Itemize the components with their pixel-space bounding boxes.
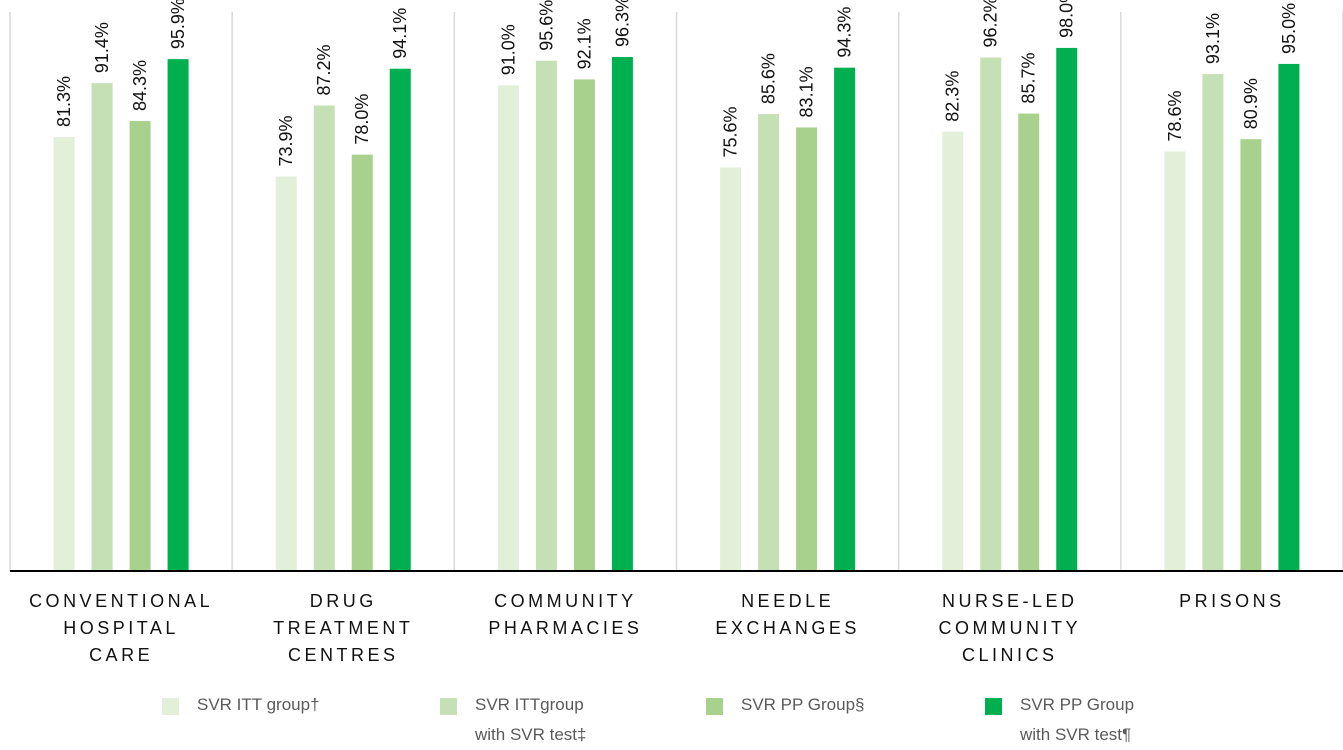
bar xyxy=(389,68,411,571)
data-label: 94.3% xyxy=(835,7,855,58)
data-label: 85.6% xyxy=(759,53,779,104)
legend-item: SVR ITT group† xyxy=(162,695,320,720)
value-labels-layer: 81.3% 91.4% 84.3% 95.9% 73.9% 87.2% 78.0% 94.1%… xyxy=(54,0,1299,167)
legend-label: SVR ITTgroup with SVR test‡ xyxy=(475,690,587,750)
data-label: 84.3% xyxy=(130,60,150,111)
legend-label: SVR PP Group with SVR test¶ xyxy=(1020,690,1134,750)
data-label: 83.1% xyxy=(797,66,817,117)
data-label: 78.6% xyxy=(1165,90,1185,141)
data-label: 81.3% xyxy=(54,76,74,127)
category-label-line: PHARMACIES xyxy=(488,618,642,638)
category-label-line: TREATMENT xyxy=(273,618,413,638)
bar xyxy=(611,56,633,571)
category-label: DRUG TREATMENT CENTRES xyxy=(273,591,413,665)
category-labels-layer: CONVENTIONAL HOSPITAL CARE DRUG TREATMENT CEN… xyxy=(29,591,1285,665)
data-label: 75.6% xyxy=(721,106,741,157)
data-label: 95.0% xyxy=(1279,3,1299,54)
legend-label-line: with SVR test‡ xyxy=(475,725,587,744)
data-label: 85.7% xyxy=(1019,53,1039,104)
data-label: 98.0% xyxy=(1057,0,1077,38)
bar xyxy=(313,105,335,571)
bar xyxy=(129,121,151,572)
bars-layer xyxy=(53,47,1300,572)
bar xyxy=(796,127,818,572)
category-label: NEEDLE EXCHANGES xyxy=(715,591,860,638)
category-label-line: COMMUNITY xyxy=(494,591,637,611)
category-label-line: HOSPITAL xyxy=(63,618,179,638)
legend-label-line: SVR ITTgroup xyxy=(475,695,584,714)
data-label: 95.6% xyxy=(536,0,556,51)
legend-label: SVR PP Group§ xyxy=(741,690,864,720)
category-label: PRISONS xyxy=(1179,591,1285,611)
data-label: 93.1% xyxy=(1203,13,1223,64)
bar xyxy=(573,79,595,571)
category-label: NURSE-LED COMMUNITY CLINICS xyxy=(939,591,1082,665)
data-label: 73.9% xyxy=(276,116,296,167)
bar xyxy=(1056,47,1078,571)
legend-item: SVR ITTgroup with SVR test‡ xyxy=(440,695,587,750)
bar xyxy=(91,83,113,571)
legend-label-line: SVR ITT group† xyxy=(197,695,320,714)
bar xyxy=(1018,113,1040,571)
category-label-line: CARE xyxy=(89,645,153,665)
bar xyxy=(497,85,519,572)
category-label-line: EXCHANGES xyxy=(715,618,860,638)
bar xyxy=(1240,139,1262,571)
category-label-line: COMMUNITY xyxy=(939,618,1082,638)
category-label-line: PRISONS xyxy=(1179,591,1285,611)
data-label: 95.9% xyxy=(168,0,188,49)
data-label: 91.4% xyxy=(92,22,112,73)
data-label: 78.0% xyxy=(352,94,372,145)
data-label: 96.3% xyxy=(612,0,632,47)
category-label-line: CLINICS xyxy=(962,645,1058,665)
bar xyxy=(942,131,964,571)
category-label-line: DRUG xyxy=(310,591,377,611)
bar xyxy=(1164,151,1186,571)
category-label-line: NURSE-LED xyxy=(942,591,1078,611)
legend-item: SVR PP Group with SVR test¶ xyxy=(985,695,1134,750)
bar xyxy=(1202,74,1224,571)
legend-swatch xyxy=(440,698,457,715)
data-label: 82.3% xyxy=(943,71,963,122)
bar xyxy=(758,114,780,571)
legend-label: SVR ITT group† xyxy=(197,690,320,720)
bar xyxy=(834,67,856,572)
category-label: CONVENTIONAL HOSPITAL CARE xyxy=(29,591,213,665)
data-label: 87.2% xyxy=(314,45,334,96)
bar xyxy=(535,60,557,572)
bar xyxy=(351,154,373,571)
data-label: 91.0% xyxy=(498,24,518,75)
bar xyxy=(167,59,189,572)
legend-swatch xyxy=(985,698,1002,715)
data-label: 96.2% xyxy=(981,0,1001,48)
bar xyxy=(720,167,742,571)
legend-label-line: SVR PP Group§ xyxy=(741,695,865,714)
category-label: COMMUNITY PHARMACIES xyxy=(488,591,642,638)
legend-label-line: with SVR test¶ xyxy=(1020,725,1132,744)
bar xyxy=(980,57,1002,571)
data-label: 92.1% xyxy=(574,18,594,69)
bar xyxy=(53,137,75,572)
legend-item: SVR PP Group§ xyxy=(706,695,864,720)
legend-label-line: SVR PP Group xyxy=(1020,695,1135,714)
category-label-line: CONVENTIONAL xyxy=(29,591,213,611)
legend-swatch xyxy=(162,698,179,715)
bar xyxy=(1278,63,1300,571)
legend-swatch xyxy=(706,698,723,715)
category-separators xyxy=(9,12,1343,571)
data-label: 80.9% xyxy=(1241,78,1261,129)
legend: SVR ITT group† SVR ITTgroup with SVR test‡… xyxy=(0,695,1343,750)
category-label-line: NEEDLE xyxy=(741,591,834,611)
bar xyxy=(275,176,297,571)
category-label-line: CENTRES xyxy=(288,645,399,665)
data-label: 94.1% xyxy=(390,8,410,59)
